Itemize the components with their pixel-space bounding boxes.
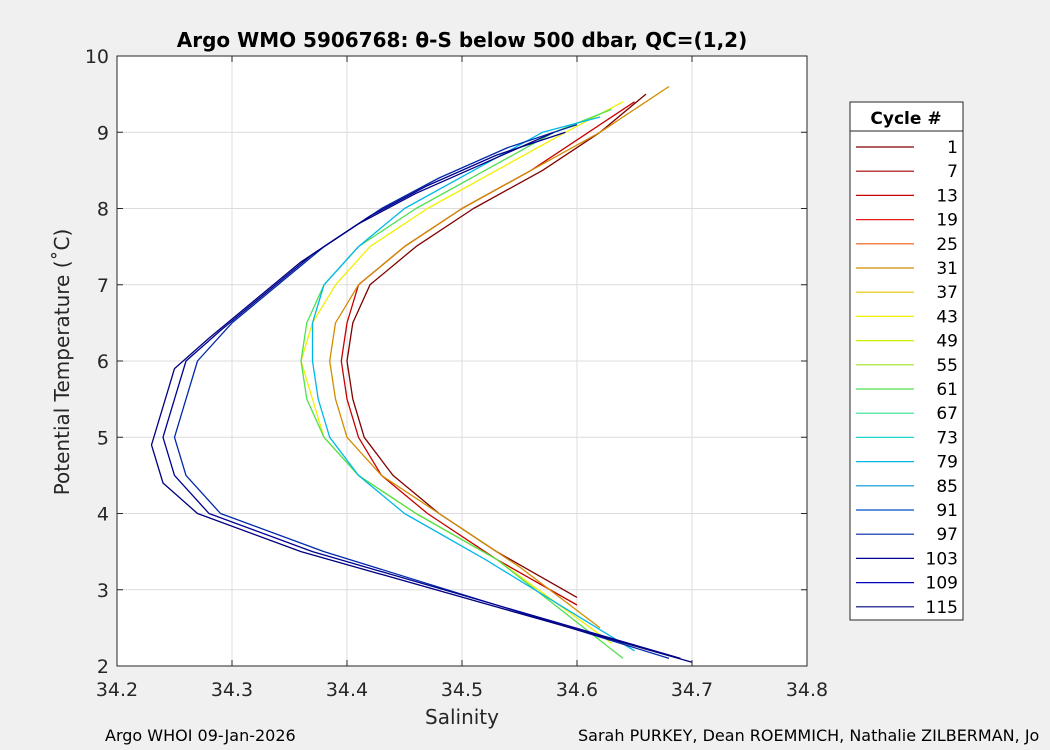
legend: Cycle # 1 7 13 19 25 31 37 43 49 55 61 67 73 79 85 91 97… bbox=[849, 101, 964, 621]
legend-label: 97 bbox=[936, 525, 958, 545]
y-tick-label: 5 bbox=[97, 427, 109, 449]
legend-label: 79 bbox=[936, 453, 958, 473]
legend-title: Cycle # bbox=[870, 109, 941, 129]
y-tick-label: 8 bbox=[97, 199, 109, 221]
legend-entries: 1 7 13 19 25 31 37 43 49 55 61 67 73 79 85 91 97 103 109 11… bbox=[856, 138, 958, 618]
footer-credit-left: Argo WHOI 09-Jan-2026 bbox=[105, 726, 296, 745]
y-tick-label: 10 bbox=[85, 46, 109, 68]
y-tick-label: 9 bbox=[97, 122, 109, 144]
y-axis-label: Potential Temperature (˚C) bbox=[50, 229, 74, 496]
legend-label: 109 bbox=[926, 574, 958, 594]
x-axis-label: Salinity bbox=[425, 705, 499, 729]
legend-label: 31 bbox=[936, 259, 958, 279]
footer-credit-right: Sarah PURKEY, Dean ROEMMICH, Nathalie ZI… bbox=[578, 726, 1040, 745]
series-group bbox=[150, 85, 693, 663]
series-line-cycle-79 bbox=[311, 116, 635, 652]
legend-label: 7 bbox=[947, 162, 958, 182]
y-tick-label: 6 bbox=[97, 351, 109, 373]
x-tick-label: 34.2 bbox=[96, 679, 138, 701]
series-line-cycle-1 bbox=[346, 93, 647, 598]
x-tick-label: 34.8 bbox=[786, 679, 828, 701]
y-tick-label: 4 bbox=[97, 504, 109, 526]
y-tick-label: 7 bbox=[97, 275, 109, 297]
legend-label: 43 bbox=[936, 307, 958, 327]
legend-label: 67 bbox=[936, 404, 958, 424]
legend-label: 37 bbox=[936, 283, 958, 303]
x-tick-label: 34.4 bbox=[326, 679, 368, 701]
legend-label: 25 bbox=[936, 235, 958, 255]
series-line-cycle-31 bbox=[329, 85, 670, 629]
y-tick-label: 2 bbox=[97, 656, 109, 678]
series-line-cycle-115 bbox=[150, 131, 693, 663]
x-tick-label: 34.7 bbox=[671, 679, 713, 701]
legend-label: 73 bbox=[936, 428, 958, 448]
legend-label: 19 bbox=[936, 211, 958, 231]
legend-label: 49 bbox=[936, 332, 958, 352]
x-tick-label: 34.6 bbox=[556, 679, 598, 701]
legend-label: 1 bbox=[947, 138, 958, 158]
chart-title: Argo WMO 5906768: θ-S below 500 dbar, QC… bbox=[177, 28, 747, 52]
legend-label: 91 bbox=[936, 501, 958, 521]
x-tick-label: 34.3 bbox=[211, 679, 253, 701]
series-line-cycle-103 bbox=[162, 131, 681, 660]
legend-label: 55 bbox=[936, 356, 958, 376]
legend-label: 103 bbox=[926, 549, 958, 569]
legend-label: 115 bbox=[926, 598, 958, 618]
series-line-cycle-61 bbox=[300, 108, 624, 659]
ticks: 34.2 34.3 34.4 34.5 34.6 34.7 34.8 2 3 4 5 6 7 8 9 10 bbox=[85, 46, 828, 701]
legend-label: 61 bbox=[936, 380, 958, 400]
x-tick-label: 34.5 bbox=[441, 679, 483, 701]
legend-label: 13 bbox=[936, 186, 958, 206]
legend-label: 85 bbox=[936, 477, 958, 497]
y-tick-label: 3 bbox=[97, 580, 109, 602]
series-line-cycle-97 bbox=[173, 123, 670, 660]
